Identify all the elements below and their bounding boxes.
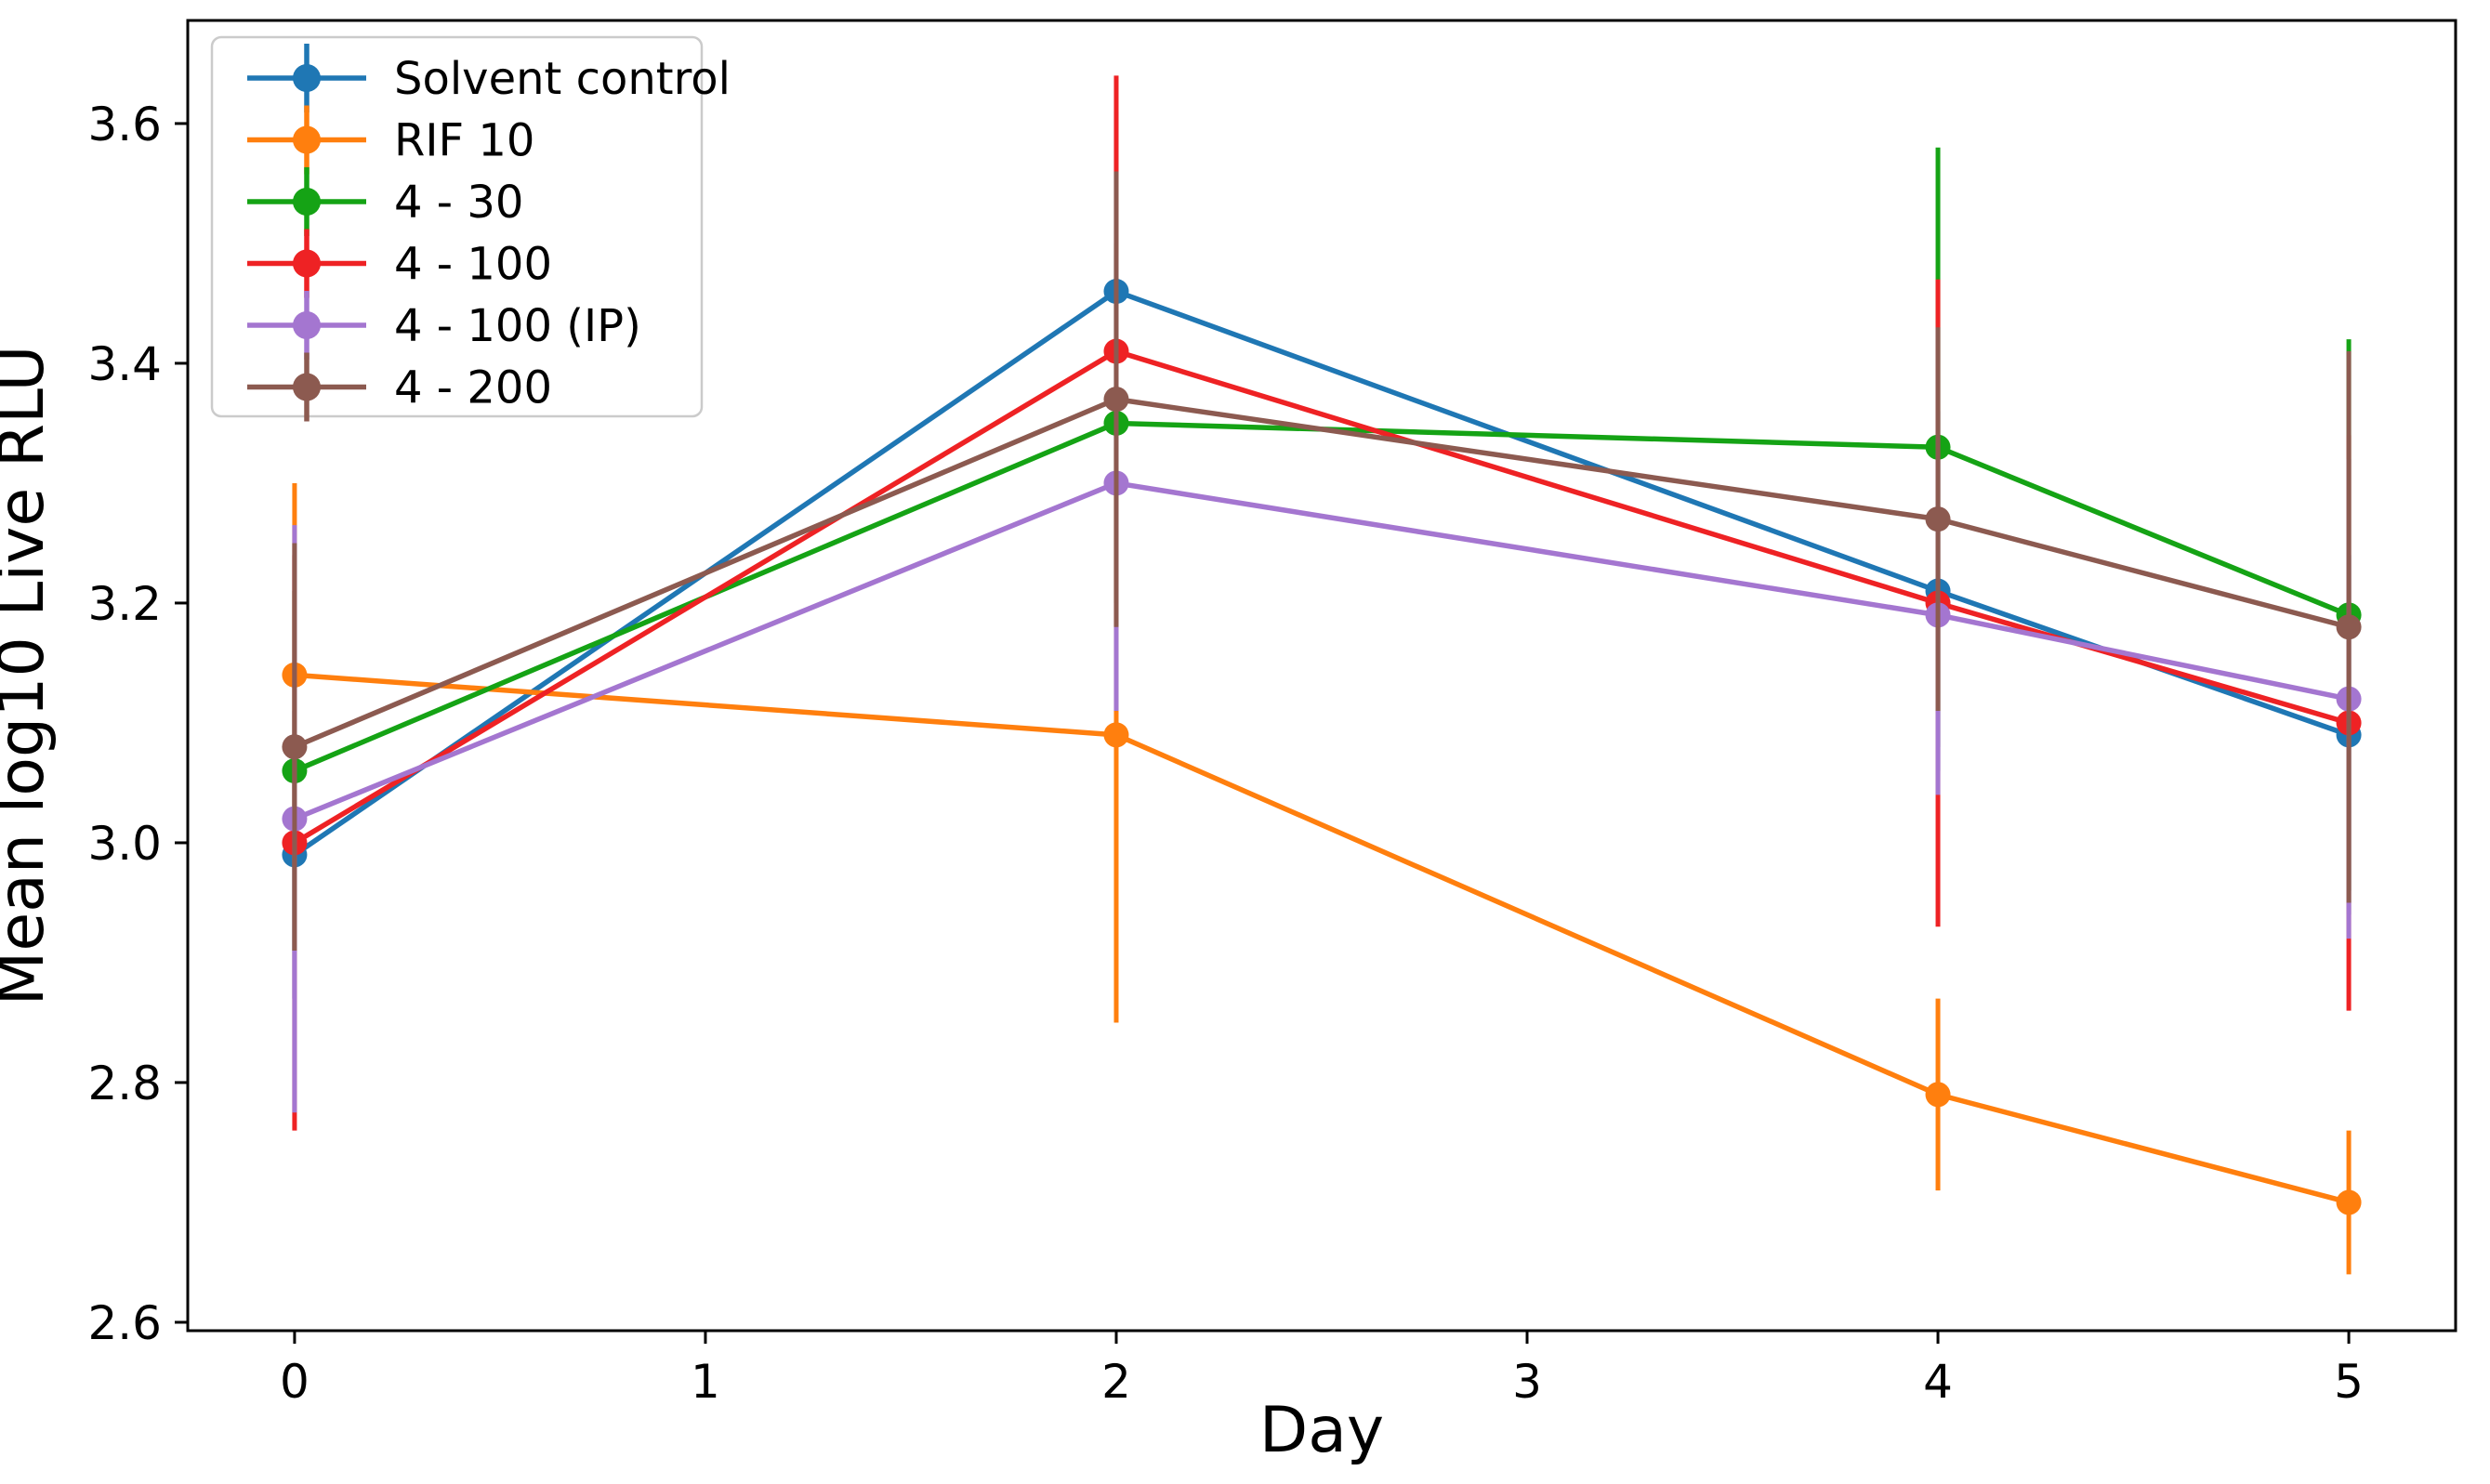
plot-border (186, 19, 2457, 1333)
x-tick-label: 0 (280, 1355, 310, 1409)
x-tick-label: 2 (1101, 1355, 1131, 1409)
legend-layer: Solvent control RIF 10 4 - 30 4 - 100 4 - 10… (210, 35, 731, 422)
legend-entry: 4 - 200 (247, 352, 552, 422)
data-line (292, 480, 2352, 821)
data-line (292, 396, 2352, 750)
legend-label: 4 - 100 (394, 239, 552, 291)
series-rif-10 (282, 447, 2362, 1275)
data-point-marker (1925, 506, 1951, 532)
data-line (292, 348, 2352, 846)
x-axis-label: Day (1259, 1394, 1384, 1467)
legend-entry: 4 - 100 (IP) (247, 291, 641, 360)
y-tick-label: 2.6 (87, 1296, 162, 1350)
data-point-marker (2336, 614, 2362, 640)
x-tick-label: 5 (2334, 1355, 2364, 1409)
data-point-marker (282, 734, 308, 760)
legend-label: Solvent control (394, 53, 731, 105)
y-tick-label: 2.8 (87, 1057, 162, 1110)
data-line (292, 420, 2352, 774)
data-point-marker (1103, 722, 1129, 748)
series-layer (282, 75, 2362, 1275)
legend-entry: 4 - 30 (247, 167, 523, 236)
axes-layer: 0 1 2 3 4 5 2.6 2.8 3.0 3.2 3.4 3.6 (87, 19, 2457, 1409)
data-point-marker (1925, 1082, 1951, 1108)
y-tick-label: 3.2 (87, 577, 162, 631)
y-axis-label: Mean log10 Live RLU (0, 346, 59, 1006)
legend-marker (293, 188, 321, 216)
legend-marker (293, 249, 321, 278)
legend-marker (293, 373, 321, 401)
data-line (292, 672, 2352, 1205)
legend-marker (293, 64, 321, 92)
legend-label: 4 - 100 (IP) (394, 300, 641, 352)
data-point-marker (1103, 387, 1129, 413)
legend-entry: 4 - 100 (247, 229, 552, 298)
legend-label: RIF 10 (394, 115, 534, 167)
x-tick-label: 1 (691, 1355, 720, 1409)
y-tick-label: 3.4 (87, 337, 162, 391)
y-tick-label: 3.6 (87, 98, 162, 151)
legend-label: 4 - 30 (394, 177, 523, 229)
data-point-marker (2336, 1189, 2362, 1215)
y-tick-label: 3.0 (87, 817, 162, 871)
legend-label: 4 - 200 (394, 362, 552, 414)
legend-entry: Solvent control (247, 44, 731, 112)
legend-marker (293, 311, 321, 339)
x-tick-label: 3 (1512, 1355, 1542, 1409)
legend-entry: RIF 10 (247, 105, 534, 175)
series-4-200 (282, 171, 2362, 952)
legend-box (210, 35, 704, 418)
x-tick-label: 4 (1923, 1355, 1953, 1409)
legend-marker (293, 125, 321, 154)
